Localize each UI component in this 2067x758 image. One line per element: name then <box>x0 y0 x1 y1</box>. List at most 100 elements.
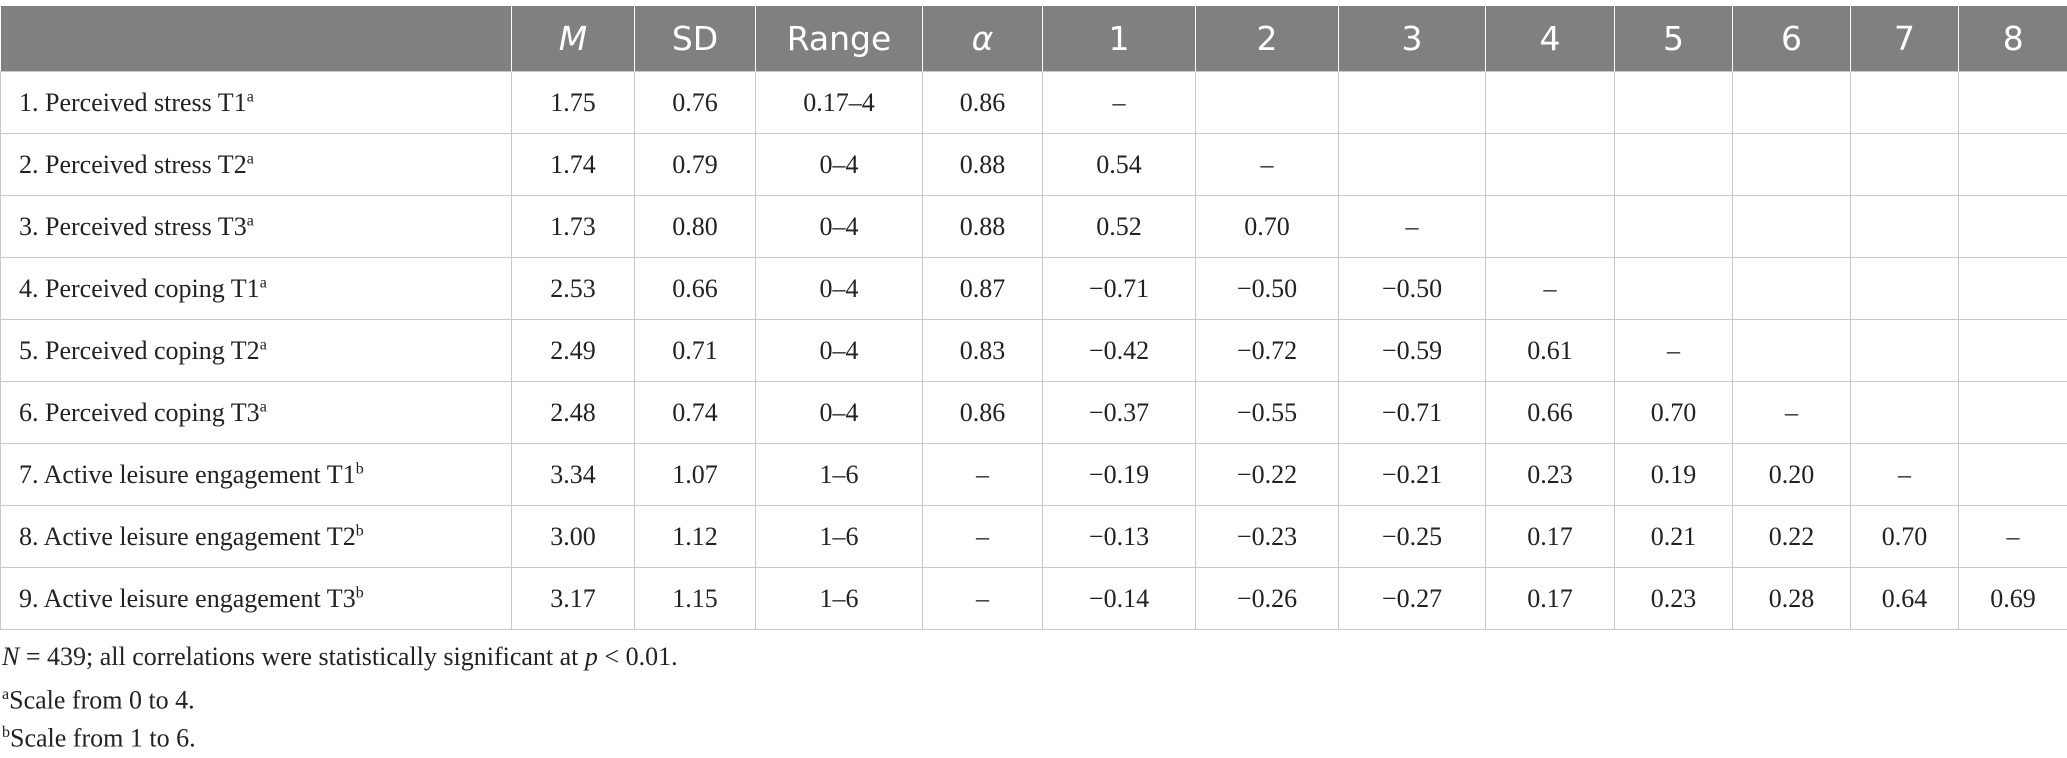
cell-c8 <box>1959 382 2067 444</box>
header-col-5: 5 <box>1615 6 1733 72</box>
cell-c6: 0.28 <box>1733 568 1851 630</box>
cell-c2: −0.26 <box>1196 568 1339 630</box>
cell-c5: 0.23 <box>1615 568 1733 630</box>
variable-superscript: a <box>247 150 254 167</box>
cell-c8 <box>1959 444 2067 506</box>
cell-c2: −0.50 <box>1196 258 1339 320</box>
cell-c2: −0.22 <box>1196 444 1339 506</box>
variable-cell: 6. Perceived coping T3a <box>1 382 512 444</box>
cell-mean: 2.53 <box>512 258 635 320</box>
cell-c1: 0.52 <box>1043 196 1196 258</box>
header-mean: M <box>512 6 635 72</box>
cell-c1: −0.71 <box>1043 258 1196 320</box>
note-p-symbol: p <box>585 642 598 671</box>
cell-c3 <box>1339 72 1486 134</box>
note-scale-b: bScale from 1 to 6. <box>2 714 678 752</box>
cell-mean: 2.49 <box>512 320 635 382</box>
cell-mean: 3.34 <box>512 444 635 506</box>
variable-label: 6. Perceived coping T3 <box>19 398 260 427</box>
variable-cell: 5. Perceived coping T2a <box>1 320 512 382</box>
cell-sd: 0.76 <box>635 72 756 134</box>
variable-label: 9. Active leisure engagement T3 <box>19 584 356 613</box>
cell-c6 <box>1733 320 1851 382</box>
cell-alpha: – <box>923 568 1043 630</box>
cell-c1: −0.14 <box>1043 568 1196 630</box>
header-col-2: 2 <box>1196 6 1339 72</box>
correlation-table: M SD Range α 1 2 3 4 5 6 7 8 1. Perceive… <box>0 6 2067 630</box>
cell-sd: 1.07 <box>635 444 756 506</box>
cell-c3: −0.21 <box>1339 444 1486 506</box>
cell-c4: – <box>1486 258 1615 320</box>
cell-c6 <box>1733 196 1851 258</box>
table-header-row: M SD Range α 1 2 3 4 5 6 7 8 <box>1 6 2067 72</box>
header-col-1: 1 <box>1043 6 1196 72</box>
cell-sd: 1.15 <box>635 568 756 630</box>
cell-alpha: – <box>923 506 1043 568</box>
cell-c1: −0.19 <box>1043 444 1196 506</box>
cell-c6 <box>1733 258 1851 320</box>
variable-superscript: a <box>260 336 267 353</box>
note-sample: N = 439; all correlations were statistic… <box>2 638 678 676</box>
variable-superscript: b <box>356 584 364 601</box>
cell-c2: −0.23 <box>1196 506 1339 568</box>
note-a-text: Scale from 0 to 4. <box>9 686 195 715</box>
cell-c3: −0.59 <box>1339 320 1486 382</box>
variable-cell: 2. Perceived stress T2a <box>1 134 512 196</box>
cell-sd: 0.80 <box>635 196 756 258</box>
variable-superscript: b <box>356 460 364 477</box>
cell-c5 <box>1615 72 1733 134</box>
cell-c5: 0.21 <box>1615 506 1733 568</box>
cell-c1: – <box>1043 72 1196 134</box>
cell-sd: 0.74 <box>635 382 756 444</box>
variable-label: 3. Perceived stress T3 <box>19 212 247 241</box>
cell-c3: – <box>1339 196 1486 258</box>
cell-mean: 3.17 <box>512 568 635 630</box>
variable-cell: 1. Perceived stress T1a <box>1 72 512 134</box>
cell-c1: 0.54 <box>1043 134 1196 196</box>
cell-range: 1–6 <box>756 444 923 506</box>
cell-range: 1–6 <box>756 506 923 568</box>
variable-cell: 9. Active leisure engagement T3b <box>1 568 512 630</box>
variable-cell: 3. Perceived stress T3a <box>1 196 512 258</box>
cell-c4: 0.66 <box>1486 382 1615 444</box>
cell-c4: 0.23 <box>1486 444 1615 506</box>
variable-label: 2. Perceived stress T2 <box>19 150 247 179</box>
variable-superscript: a <box>247 88 254 105</box>
cell-mean: 2.48 <box>512 382 635 444</box>
cell-sd: 0.66 <box>635 258 756 320</box>
header-col-4: 4 <box>1486 6 1615 72</box>
note-p-text: < 0.01. <box>598 642 678 671</box>
cell-range: 1–6 <box>756 568 923 630</box>
cell-c6 <box>1733 134 1851 196</box>
cell-sd: 1.12 <box>635 506 756 568</box>
header-col-6: 6 <box>1733 6 1851 72</box>
cell-mean: 1.73 <box>512 196 635 258</box>
note-scale-a: aScale from 0 to 4. <box>2 676 678 714</box>
cell-c4 <box>1486 196 1615 258</box>
variable-superscript: b <box>356 522 364 539</box>
table-notes: N = 439; all correlations were statistic… <box>2 638 678 752</box>
cell-alpha: 0.86 <box>923 72 1043 134</box>
cell-c4: 0.17 <box>1486 506 1615 568</box>
cell-c5: 0.70 <box>1615 382 1733 444</box>
variable-superscript: a <box>260 274 267 291</box>
note-b-sup: b <box>2 724 10 741</box>
header-col-8: 8 <box>1959 6 2067 72</box>
cell-c5: 0.19 <box>1615 444 1733 506</box>
note-n-symbol: N <box>2 642 19 671</box>
cell-c7: – <box>1851 444 1959 506</box>
cell-c4: 0.17 <box>1486 568 1615 630</box>
cell-c6: 0.20 <box>1733 444 1851 506</box>
cell-c7 <box>1851 134 1959 196</box>
variable-cell: 4. Perceived coping T1a <box>1 258 512 320</box>
cell-alpha: 0.86 <box>923 382 1043 444</box>
cell-c8: – <box>1959 506 2067 568</box>
cell-c8 <box>1959 320 2067 382</box>
cell-alpha: 0.87 <box>923 258 1043 320</box>
